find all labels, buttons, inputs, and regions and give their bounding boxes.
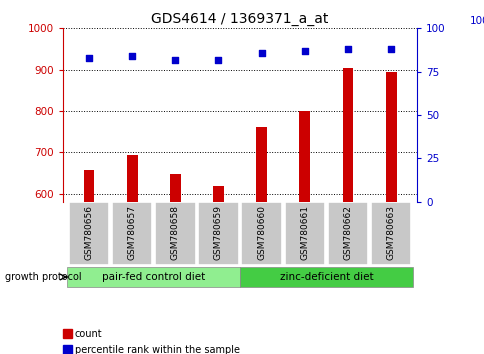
Point (128, 53, 136, 59)
Text: GSM780663: GSM780663 (386, 205, 395, 260)
Text: pair-fed control diet: pair-fed control diet (102, 272, 205, 282)
Text: GSM780656: GSM780656 (84, 205, 93, 260)
Bar (370, 202, 410, 265)
Point (387, 46, 394, 52)
Point (344, 46, 351, 52)
Text: GSM780661: GSM780661 (300, 205, 309, 260)
Bar (212, 186, 224, 202)
Point (214, 57, 222, 62)
Title: GDS4614 / 1369371_a_at: GDS4614 / 1369371_a_at (151, 12, 328, 26)
Bar (284, 202, 324, 265)
Point (171, 57, 179, 62)
Text: GSM780659: GSM780659 (213, 205, 223, 260)
Bar (299, 111, 310, 202)
Text: GSM780662: GSM780662 (343, 205, 352, 260)
Bar (241, 202, 281, 265)
Text: 100%: 100% (469, 16, 484, 25)
Bar (198, 202, 238, 265)
Bar (126, 155, 137, 202)
Bar (69, 202, 109, 265)
Bar (169, 174, 181, 202)
Bar (256, 127, 267, 202)
Text: GSM780658: GSM780658 (170, 205, 180, 260)
Bar (83, 170, 94, 202)
Bar (385, 72, 396, 202)
Bar (342, 68, 353, 202)
Bar (67, 267, 240, 287)
Text: percentile rank within the sample: percentile rank within the sample (75, 345, 239, 354)
Text: zinc-deficient diet: zinc-deficient diet (279, 272, 373, 282)
Text: count: count (75, 329, 102, 339)
Text: growth protocol: growth protocol (5, 272, 81, 282)
Text: GSM780660: GSM780660 (257, 205, 266, 260)
Bar (112, 202, 152, 265)
Point (85, 55, 92, 61)
Point (257, 50, 265, 56)
Bar (327, 202, 367, 265)
Text: GSM780657: GSM780657 (127, 205, 136, 260)
Bar (155, 202, 195, 265)
Point (301, 48, 308, 54)
Bar (240, 267, 412, 287)
